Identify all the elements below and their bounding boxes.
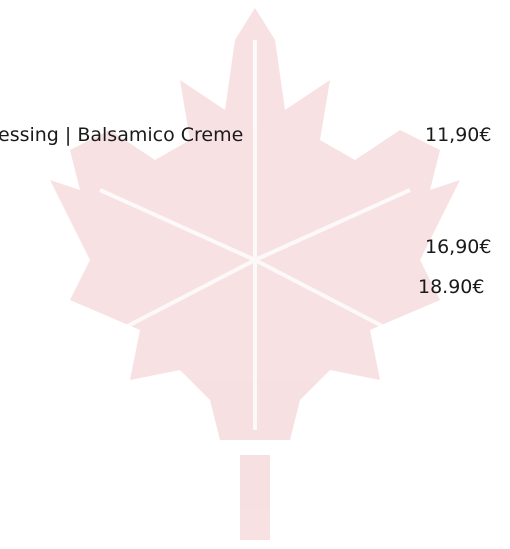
item-name: essing | Balsamico Creme bbox=[0, 123, 243, 147]
item-price: 18.90€ bbox=[418, 275, 484, 299]
item-price: 11,90€ bbox=[425, 123, 491, 147]
page: essing | Balsamico Creme 11,90€ 16,90€ 1… bbox=[0, 0, 510, 549]
item-price: 16,90€ bbox=[425, 235, 491, 259]
